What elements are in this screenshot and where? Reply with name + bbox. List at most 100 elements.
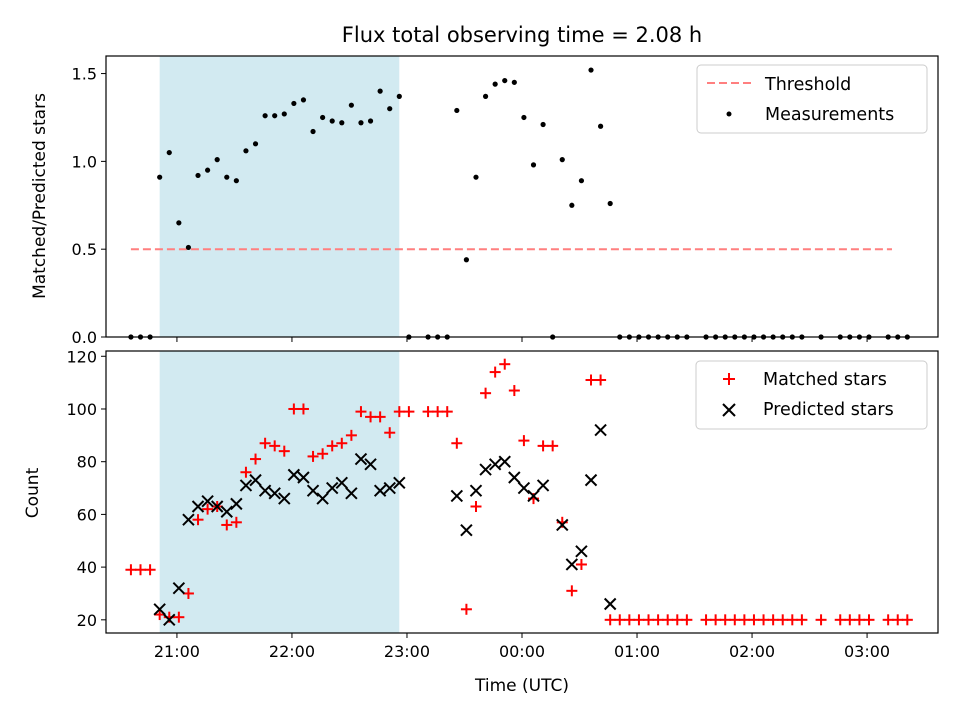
predicted-star-point-b [297,471,310,484]
matched-legend-label: Matched stars [763,370,887,390]
measurements-legend-swatch [726,111,732,117]
measurement-point [214,157,220,163]
measurement-point [300,97,307,103]
matched-star-point [144,564,156,576]
matched-star-point [643,614,655,626]
bottom-x-tick-label: 03:00 [844,642,890,661]
predicted-star-point [316,492,329,505]
matched-star-point [652,614,664,626]
measurement-point [176,220,182,226]
bottom-y-tick-label: 100 [66,400,97,419]
matched-star-point [470,500,482,512]
measurement-point [224,174,230,180]
predicted-star-point [517,481,531,495]
matched-star-point [192,514,204,526]
predicted-star-point-b [172,581,186,595]
matched-star-point [441,406,453,418]
predicted-star-point [153,603,166,616]
predicted-star-point-b [469,484,483,497]
matched-star-point [288,403,300,415]
top-shaded-interval [159,56,400,337]
measurement-point [291,100,297,107]
bottom-shaded-interval [159,351,400,633]
predicted-star-point-b [335,476,349,489]
predicted-star-point [306,484,320,497]
matched-star-point [307,450,319,462]
measurement-point [396,93,402,99]
predicted-star-point-b [517,481,531,495]
predicted-star-point [469,484,483,497]
measurement-point [463,257,470,263]
predicted-star-point-b [488,458,502,471]
top-legend-box [696,64,928,134]
matched-star-point [796,614,808,626]
measurement-point [320,114,326,121]
predicted-star-point-b [201,495,214,508]
predicted-star-point-b [354,452,368,466]
matched-star-point [777,614,789,626]
matched-star-point [758,614,770,626]
matched-star-point [710,614,722,626]
predicted-star-point [575,545,588,558]
measurement-point [521,114,527,121]
predicted-star-point-b [345,487,358,500]
predicted-star-point [249,473,262,487]
matched-star-point [250,453,262,465]
measurement-point [473,174,479,180]
predicted-star-point-b [584,473,598,487]
bottom-plot-frame [105,350,939,634]
bottom-legend-box [695,360,928,430]
predicted-star-point [556,518,569,532]
predicted-star-point [230,497,243,511]
measurement-point [597,123,604,129]
matched-star-point [240,466,252,478]
matched-star-point [499,358,511,370]
predicted-star-point-b [239,479,253,492]
measurements-legend-label: Measurements [765,105,894,125]
measurement-point [185,244,192,251]
matched-star-point [537,440,549,452]
predicted-star-point [479,463,492,476]
predicted-star-point-b [191,500,205,513]
matched-star-point [575,558,587,570]
measurement-point [252,141,259,147]
matched-star-point [317,448,329,460]
bottom-x-tick-label: 00:00 [499,642,545,661]
measurement-point [482,93,489,99]
top-plot-frame [105,55,939,338]
matched-star-point [326,440,338,452]
predicted-star-point-b [556,518,569,532]
predicted-star-point-b [249,473,262,487]
predicted-star-point-b [220,505,233,518]
predicted-star-point [239,479,253,492]
top-y-tick-label: 1.0 [72,152,97,171]
bottom-x-tick-label: 02:00 [729,642,775,661]
measurement-point [367,118,374,124]
predicted-star-point-b [460,524,473,537]
top-y-tick-label: 0.0 [72,328,97,347]
predicted-star-point-b [565,558,579,571]
predicted-star-point [163,613,176,627]
predicted-star-point [373,484,387,497]
predicted-star-point [536,479,550,492]
predicted-star-point-b [210,500,224,513]
matched-star-point [374,411,386,423]
matched-star-point [345,429,357,441]
matched-star-point [604,614,616,626]
predicted-stars-series [153,423,617,627]
measurement-point [454,107,460,114]
predicted-star-point [297,471,310,484]
bottom-x-tick-label: 01:00 [614,642,660,661]
predicted-star-point-b [527,489,540,503]
bottom-y-tick-label: 40 [77,558,97,577]
bottom-panel: Count Time (UTC) 20 40 60 80 100 120 21:00 22:… [23,347,939,696]
measurement-point [339,120,345,126]
matched-star-point [508,385,520,397]
matched-star-point [355,406,367,418]
predicted-star-point [182,513,195,526]
matched-star-point [384,427,396,439]
predicted-star-point [201,495,214,508]
matched-star-point [365,411,377,423]
chart-title: Flux total observing time = 2.08 h [342,23,702,47]
bottom-x-ticks: 21:00 22:00 23:00 00:00 01:00 02:00 03:00 [154,633,890,661]
